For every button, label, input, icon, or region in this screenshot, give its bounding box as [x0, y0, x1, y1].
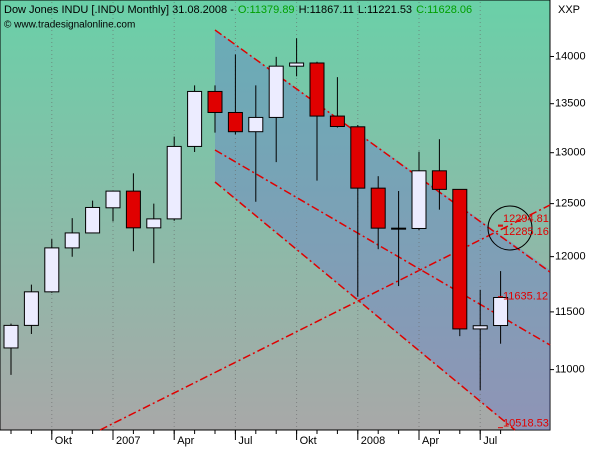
y-tick-label: 12500: [555, 198, 586, 210]
x-tick-label: Apr: [422, 435, 439, 447]
y-tick-label: 11000: [555, 364, 585, 376]
price-label: 12285.16: [503, 226, 549, 238]
y-tick-label: 13000: [555, 147, 586, 159]
candle-body: [431, 170, 447, 190]
candle-body: [3, 324, 19, 349]
x-tick-label: Okt: [300, 435, 317, 447]
y-tick-label: 13500: [555, 98, 586, 110]
candle-body: [391, 227, 407, 230]
candle-body: [452, 188, 468, 330]
candle-body: [23, 291, 39, 326]
candle-body: [187, 90, 203, 147]
channel-shade: [215, 30, 550, 430]
x-tick-label: 2008: [361, 435, 385, 447]
candle-body: [64, 232, 80, 249]
candle-body: [207, 90, 223, 113]
x-tick-label: Apr: [177, 435, 194, 447]
ohlc-label: C:11628.06: [416, 4, 472, 16]
candle-body: [227, 111, 243, 133]
candle-body: [309, 62, 325, 117]
candle-body: [44, 247, 60, 293]
price-label: 12294.81: [503, 213, 549, 225]
candle-body: [105, 190, 121, 209]
candle-body: [125, 190, 141, 229]
subtitle: © www.tradesignalonline.com: [4, 20, 135, 31]
candle-body: [166, 145, 182, 220]
x-tick-label: Okt: [55, 435, 72, 447]
x-tick-label: Jul: [238, 435, 252, 447]
x-tick-label: 2007: [116, 435, 140, 447]
candle-body: [370, 187, 386, 229]
highlight-circle: [487, 205, 533, 251]
x-tick-label: Jul: [483, 435, 497, 447]
y-tick-label: 14000: [555, 50, 586, 62]
candle-body: [146, 218, 162, 229]
candle-body: [493, 297, 509, 327]
axis-label: XXP: [558, 4, 580, 16]
candle-body: [268, 65, 284, 118]
chart-title: Dow Jones INDU [.INDU Monthly] 31.08.200…: [4, 4, 234, 16]
candle-body: [350, 126, 366, 189]
y-tick-label: 11500: [555, 306, 585, 318]
ohlc-label: O:11379.89: [238, 4, 295, 16]
candle-body: [289, 62, 305, 67]
price-label: 10518.53: [503, 418, 549, 430]
trend-ray: [99, 204, 551, 431]
price-label: 11635.12: [503, 291, 548, 303]
channel-lower: [214, 181, 516, 431]
y-tick-label: 12000: [555, 251, 586, 263]
candle-body: [85, 206, 101, 234]
ohlc-label: L:11221.53: [358, 4, 412, 16]
candle-body: [329, 115, 345, 128]
candle-body: [248, 116, 264, 133]
ohlc-label: H:11867.11: [299, 4, 354, 16]
candle-body: [411, 170, 427, 229]
candle-body: [472, 325, 488, 330]
